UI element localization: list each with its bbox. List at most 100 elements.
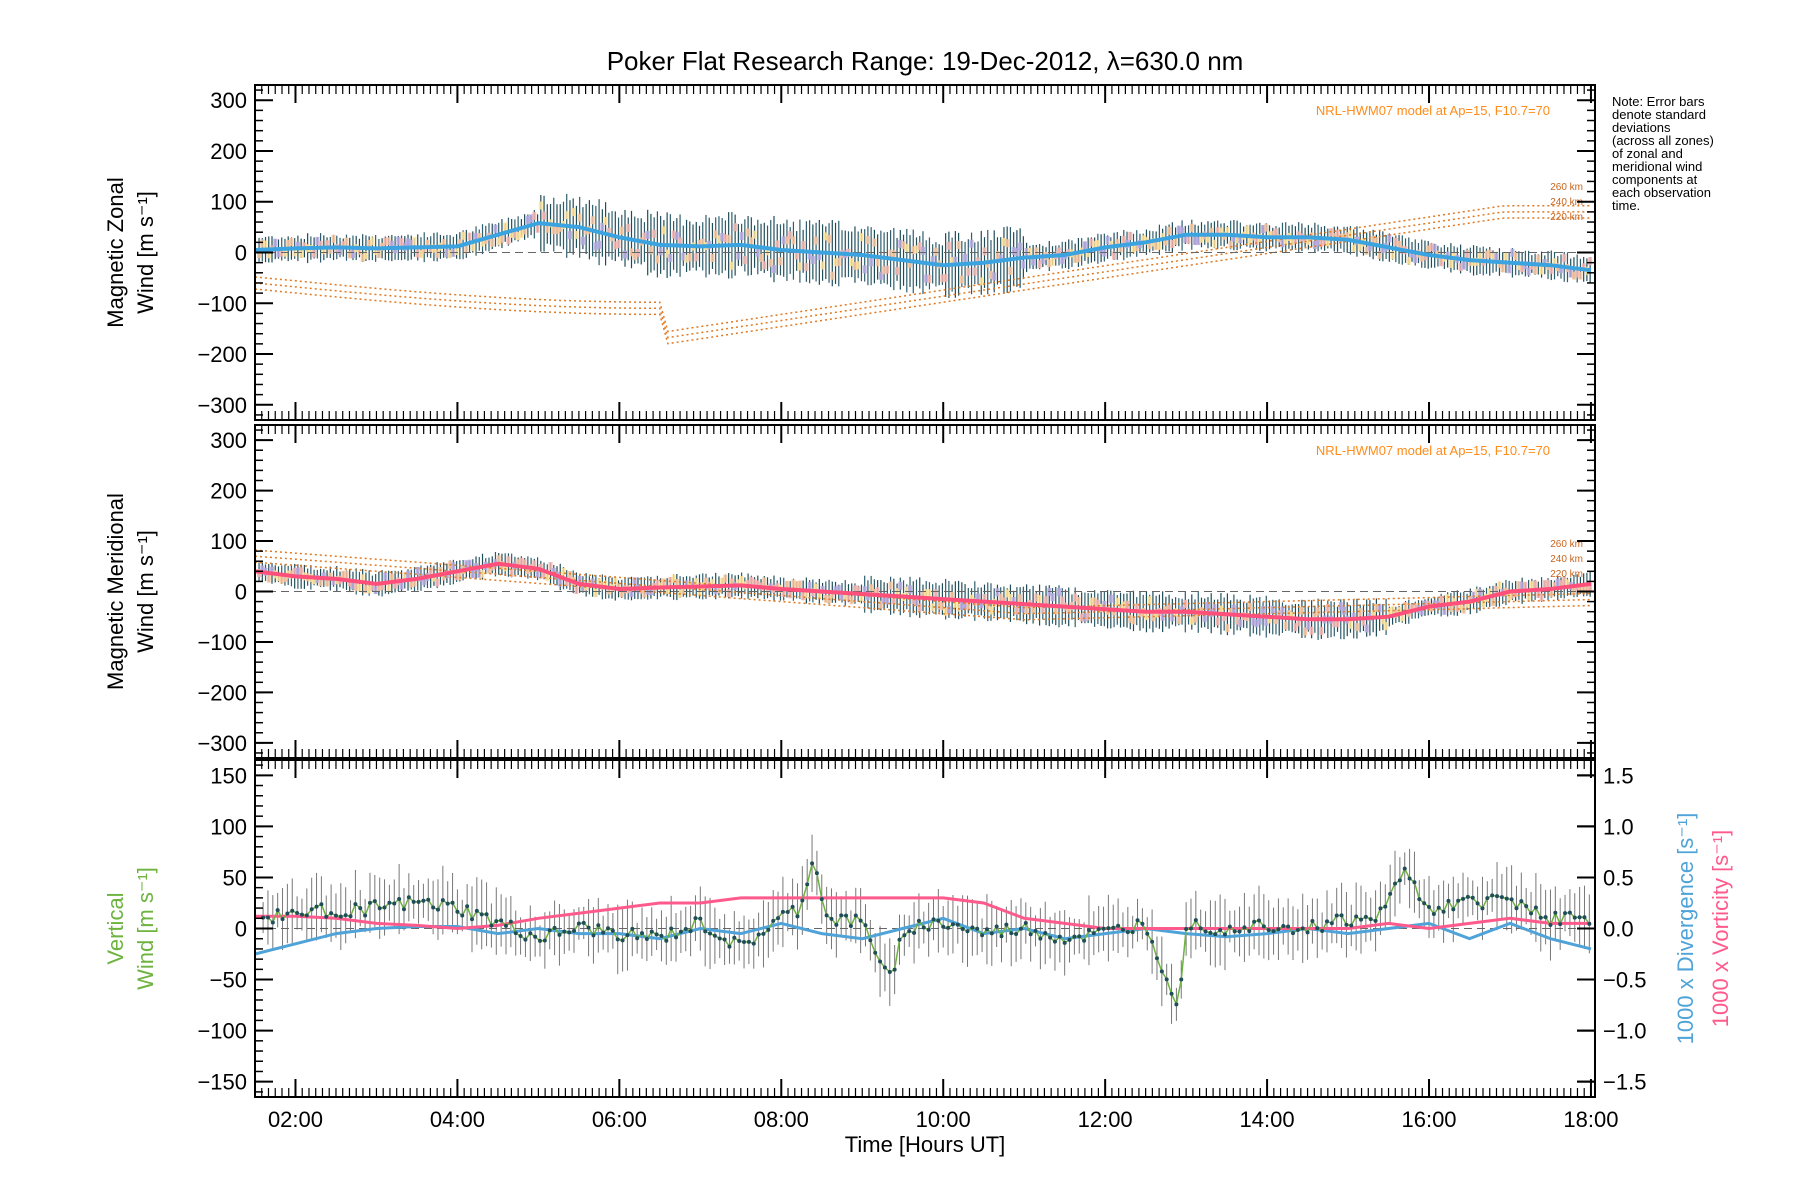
zone-wind-sample — [1134, 243, 1139, 252]
vertical-wind-point — [1558, 922, 1563, 927]
zone-wind-sample — [1057, 247, 1061, 256]
zone-wind-sample — [1500, 264, 1505, 273]
zone-wind-sample — [606, 227, 611, 236]
zone-wind-sample — [778, 257, 783, 266]
zone-wind-sample — [642, 589, 647, 598]
zone-wind-sample — [299, 249, 304, 258]
zone-wind-sample — [441, 239, 446, 248]
vertical-wind-point — [1383, 904, 1388, 909]
vertical-wind-point — [1193, 918, 1198, 923]
zone-wind-sample — [1270, 605, 1275, 614]
zone-wind-sample — [1312, 613, 1317, 622]
zone-wind-sample — [1422, 600, 1427, 609]
zone-wind-sample — [661, 578, 666, 587]
zone-wind-sample — [525, 216, 530, 225]
zone-wind-sample — [1448, 259, 1453, 268]
zone-wind-sample — [749, 576, 754, 585]
vertical-wind-point — [1465, 894, 1470, 899]
y-tick-label: 200 — [210, 479, 247, 504]
chart-title: Poker Flat Research Range: 19-Dec-2012, … — [607, 46, 1244, 76]
zone-wind-sample — [791, 236, 796, 245]
zone-wind-sample — [1115, 239, 1120, 248]
time-x-axis: 02:00 04:00 06:00 08:00 10:00 12:00 14:00 16:00… — [268, 1107, 1619, 1132]
zone-wind-sample — [480, 238, 485, 247]
zone-wind-sample — [1163, 237, 1168, 246]
zone-wind-sample — [1261, 605, 1266, 614]
meridional-wind-panel: 260 km 240 km 220 km −300 −200 −100 0 100 200 30… — [103, 424, 1596, 759]
vertical-wind-point — [601, 930, 606, 935]
y-tick-label: 0 — [235, 241, 247, 266]
vertical-wind-point — [965, 929, 970, 934]
zone-wind-sample — [1254, 237, 1259, 246]
zone-wind-sample — [1283, 236, 1288, 245]
zone-wind-sample — [270, 566, 275, 575]
zone-wind-sample — [1348, 620, 1353, 629]
zone-wind-sample — [360, 574, 365, 583]
zone-wind-sample — [771, 265, 776, 274]
zone-wind-sample — [1419, 253, 1424, 262]
vertical-wind-point — [984, 927, 989, 932]
zone-wind-sample — [1578, 271, 1583, 280]
vertical-wind-point — [766, 927, 771, 932]
vertical-wind-point — [1519, 899, 1524, 904]
zone-wind-sample — [862, 265, 867, 274]
x-tick-label: 12:00 — [1078, 1107, 1133, 1132]
zone-wind-sample — [373, 247, 378, 256]
zone-wind-sample — [1552, 582, 1557, 591]
vertical-wind-point — [1077, 934, 1082, 939]
zone-wind-sample — [470, 570, 475, 579]
zone-wind-sample — [726, 589, 731, 598]
zone-wind-sample — [1024, 606, 1029, 615]
zone-wind-sample — [817, 591, 822, 600]
zone-wind-sample — [943, 274, 948, 283]
zone-wind-sample — [1273, 616, 1278, 625]
vertical-wind-point — [1344, 922, 1349, 927]
zone-wind-sample — [963, 253, 968, 262]
zone-wind-sample — [461, 231, 466, 240]
zone-wind-sample — [1465, 249, 1470, 258]
y2-tick-label: −1.5 — [1603, 1070, 1646, 1095]
zone-wind-sample — [1351, 244, 1356, 253]
vertical-wind-point — [1436, 905, 1441, 910]
zone-wind-sample — [1497, 581, 1502, 590]
zone-wind-sample — [833, 586, 838, 595]
zone-wind-sample — [904, 586, 909, 595]
zone-wind-sample — [765, 247, 770, 256]
vertical-wind-point — [1514, 906, 1519, 911]
zone-wind-sample — [1406, 256, 1411, 265]
vertical-wind-point — [523, 937, 528, 942]
zone-wind-sample — [477, 232, 482, 241]
zone-wind-sample — [1478, 588, 1483, 597]
zone-wind-sample — [1584, 584, 1589, 593]
zone-wind-sample — [681, 585, 686, 594]
vertical-wind-point — [528, 931, 533, 936]
zone-wind-sample — [1562, 577, 1567, 586]
zone-wind-sample — [788, 231, 793, 240]
zone-wind-sample — [762, 577, 767, 586]
zone-wind-sample — [888, 581, 893, 590]
zone-wind-sample — [321, 246, 326, 255]
zonal-ylabel-line1: Magnetic Zonal — [103, 177, 128, 327]
zone-wind-sample — [720, 233, 725, 242]
vertical-wind-point — [533, 934, 538, 939]
zone-wind-sample — [1558, 265, 1563, 274]
zone-wind-sample — [946, 606, 951, 615]
y2-tick-label: 0.0 — [1603, 917, 1634, 942]
zone-wind-sample — [1442, 607, 1447, 616]
vertical-wind-point — [1261, 924, 1266, 929]
zone-wind-sample — [292, 567, 297, 576]
vertical-wind-point — [586, 925, 591, 930]
vertical-wind-point — [270, 920, 275, 925]
meridional-ylabel-line2: Wind [m s⁻¹] — [133, 530, 158, 653]
zone-wind-sample — [344, 237, 349, 246]
zone-wind-sample — [367, 239, 372, 248]
zone-wind-sample — [979, 277, 984, 286]
zone-wind-sample — [1186, 235, 1191, 244]
zone-wind-sample — [1040, 605, 1045, 614]
zone-wind-sample — [1183, 234, 1188, 243]
zone-wind-sample — [1218, 605, 1223, 614]
zone-wind-sample — [917, 603, 922, 612]
zone-wind-sample — [406, 238, 411, 247]
vertical-wind-point — [401, 907, 406, 912]
